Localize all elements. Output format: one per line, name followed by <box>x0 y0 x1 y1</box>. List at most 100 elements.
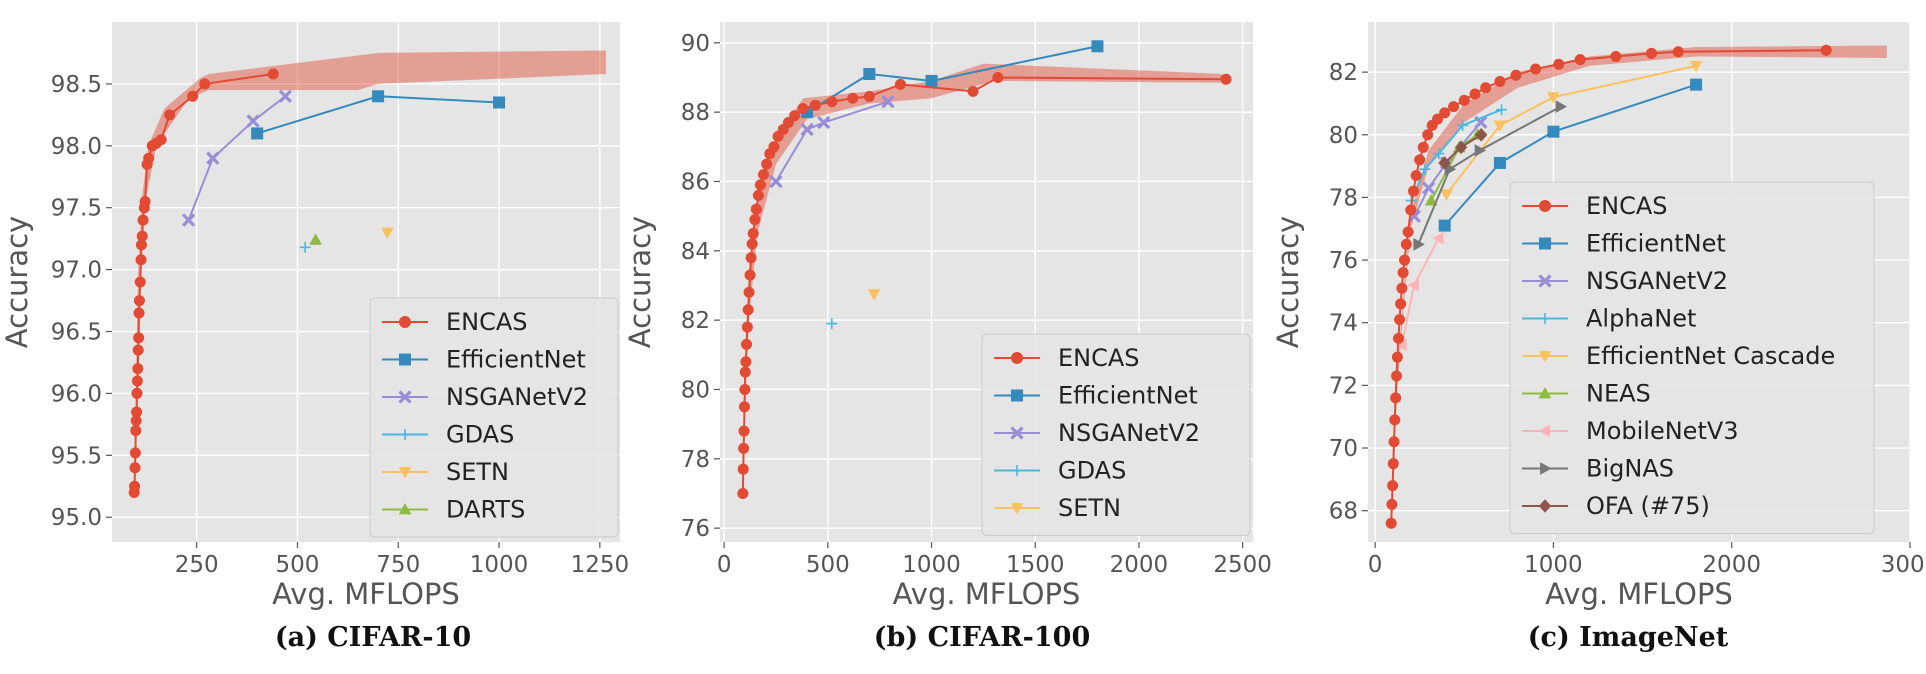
legend-item-darts: DARTS <box>382 496 525 524</box>
data-point-gdas <box>299 241 311 253</box>
legend-frame <box>369 297 619 538</box>
data-point-encas <box>1574 54 1586 66</box>
data-point-efficientnet <box>493 96 506 109</box>
data-point-encas <box>164 109 176 121</box>
legend-marker-efficientnet-cascade <box>1538 351 1552 363</box>
legend-marker-gdas <box>1011 465 1023 476</box>
data-point-encas <box>754 179 766 191</box>
series-efficientnet <box>1438 78 1703 232</box>
y-tick-label: 95.0 <box>51 505 102 531</box>
legend-marker-nsganetv2 <box>1010 426 1024 440</box>
data-point-encas <box>131 375 143 387</box>
series-line-nsganetv2 <box>1413 121 1482 217</box>
legend-item-efficientnet-cascade: EfficientNet Cascade <box>1522 342 1835 370</box>
legend-label: NSGANetV2 <box>1586 267 1728 295</box>
data-point-setn <box>867 289 881 301</box>
legend-marker-bignas <box>1540 462 1552 475</box>
data-point-encas <box>1645 47 1657 59</box>
data-point-encas <box>741 338 753 350</box>
legend-marker-alphanet <box>1539 313 1551 324</box>
y-tick-label: 96.5 <box>51 320 102 346</box>
data-point-encas <box>1469 88 1481 100</box>
data-point-nsganetv2 <box>278 89 292 103</box>
legend-marker-nsganetv2 <box>398 390 412 404</box>
y-axis-label: Accuracy <box>1271 216 1305 348</box>
series-gdas <box>826 318 838 330</box>
data-point-ofa-75 <box>1438 156 1451 170</box>
data-point-encas <box>1480 82 1492 94</box>
legend-marker-encas <box>399 316 411 328</box>
legend-marker-mobilenetv3 <box>1538 424 1550 438</box>
x-tick-label: 3000 <box>1881 552 1926 578</box>
data-point-encas <box>894 78 906 90</box>
data-point-encas <box>1510 69 1522 81</box>
data-point-encas <box>1417 141 1429 153</box>
data-point-encas <box>741 321 753 333</box>
legend-item-bignas: BigNAS <box>1522 455 1674 483</box>
data-point-encas <box>1494 76 1506 88</box>
data-point-encas <box>1422 129 1434 141</box>
data-point-encas <box>129 480 141 492</box>
series-encas <box>1385 44 1832 529</box>
legend-marker-encas <box>1539 200 1551 212</box>
series-ofa-75 <box>1438 127 1488 170</box>
x-tick-label: 2500 <box>1213 552 1272 578</box>
data-point-encas <box>738 425 750 437</box>
y-tick-label: 68 <box>1329 499 1358 525</box>
legend-item-encas: ENCAS <box>994 344 1140 372</box>
y-tick-label: 98.0 <box>51 134 102 160</box>
data-point-efficientnet <box>1438 219 1451 232</box>
legend-label: NEAS <box>1586 380 1651 408</box>
data-point-encas <box>1388 436 1400 448</box>
data-point-bignas <box>1444 162 1457 176</box>
data-point-encas <box>129 447 141 459</box>
legend-item-efficientnet: EfficientNet <box>994 382 1198 410</box>
y-tick-label: 86 <box>681 169 710 195</box>
encas-confidence-band <box>134 50 606 493</box>
legend-label: ENCAS <box>1586 192 1668 220</box>
series-efficientnet <box>251 90 506 140</box>
x-tick-label: 1000 <box>902 552 961 578</box>
legend-marker-nsganetv2 <box>1538 274 1552 288</box>
data-point-encas <box>137 214 149 226</box>
data-point-encas <box>1397 267 1409 279</box>
data-point-encas <box>1387 480 1399 492</box>
legend-item-nsganetv2: NSGANetV2 <box>1522 267 1728 295</box>
y-tick-label: 97.0 <box>51 258 102 284</box>
data-point-nsganetv2 <box>246 114 260 128</box>
data-point-neas <box>1424 194 1438 206</box>
data-point-encas <box>131 387 143 399</box>
series-line-efficientnet <box>1443 83 1697 227</box>
y-tick-label: 78 <box>681 447 710 473</box>
data-point-mobilenetv3 <box>1432 231 1444 245</box>
data-point-encas <box>1386 498 1398 510</box>
data-point-encas <box>750 203 762 215</box>
data-point-encas <box>749 214 761 226</box>
series-encas <box>128 68 279 498</box>
data-point-encas <box>747 227 759 239</box>
x-axis-label: Avg. MFLOPS <box>1545 577 1733 611</box>
legend: ENCAS EfficientNet NSGANetV2 GDAS SETN <box>981 333 1251 536</box>
data-point-alphanet <box>1496 104 1508 116</box>
data-point-nsganetv2 <box>881 95 895 109</box>
data-point-encas <box>738 442 750 454</box>
legend-item-gdas: GDAS <box>994 457 1126 485</box>
data-point-encas <box>1402 226 1414 238</box>
data-point-efficientnet <box>925 74 938 87</box>
legend-item-neas: NEAS <box>1522 380 1651 408</box>
data-point-efficientnet <box>1690 78 1703 91</box>
data-point-bignas <box>1555 100 1568 113</box>
legend-item-efficientnet: EfficientNet <box>382 346 586 374</box>
data-point-encas <box>143 152 155 164</box>
legend-item-mobilenetv3: MobileNetV3 <box>1522 417 1739 445</box>
legend-marker-ofa-75 <box>1538 499 1552 513</box>
legend-label: DARTS <box>446 496 525 524</box>
data-point-encas <box>133 307 145 319</box>
data-point-encas <box>1394 314 1406 326</box>
data-point-encas <box>155 134 167 146</box>
series-line-bignas <box>1417 105 1562 245</box>
data-point-encas <box>737 487 749 499</box>
legend-item-nsganetv2: NSGANetV2 <box>382 383 588 411</box>
data-point-encas <box>1392 332 1404 344</box>
